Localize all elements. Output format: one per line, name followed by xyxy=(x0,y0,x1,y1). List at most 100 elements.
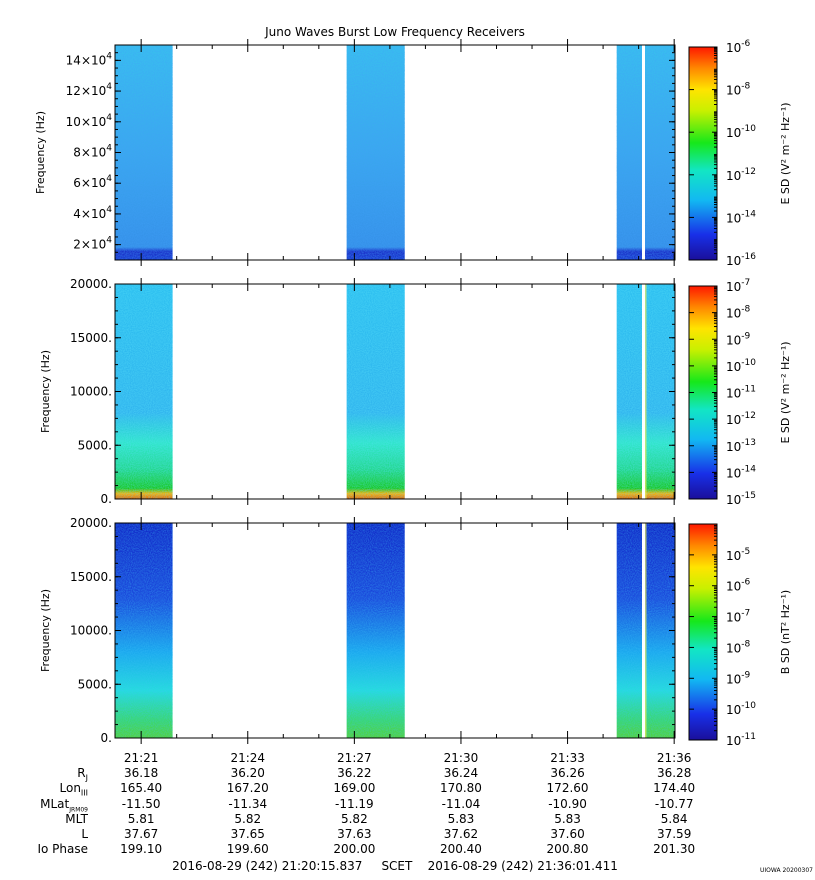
colorbar-tick-label: 10-6 xyxy=(726,39,751,55)
time-tick-label: 21:36 xyxy=(656,751,692,765)
colorbar-tick-label: 10-8 xyxy=(726,305,751,321)
y-tick-label: 0. xyxy=(101,492,112,506)
ephemeris-value: -11.04 xyxy=(441,797,481,811)
ephemeris-value: 200.00 xyxy=(333,842,376,856)
ephemeris-value: -11.50 xyxy=(121,797,161,811)
data-gap xyxy=(642,523,645,738)
y-tick-label: 14×104 xyxy=(66,51,113,67)
ephemeris-value: 165.40 xyxy=(120,781,163,795)
ephemeris-value: 36.28 xyxy=(656,766,692,780)
y-axis-label: Frequency (Hz) xyxy=(34,111,47,194)
ephemeris-value: 36.22 xyxy=(337,766,372,780)
y-tick-label: 12×104 xyxy=(66,82,113,98)
ephemeris-value: -10.90 xyxy=(548,797,587,811)
ephemeris-value: 199.60 xyxy=(226,842,269,856)
ephemeris-label: L xyxy=(81,827,88,841)
time-tick-label: 21:21 xyxy=(123,751,159,765)
ephemeris-value: 36.26 xyxy=(550,766,585,780)
ephemeris-value: 37.59 xyxy=(656,827,692,841)
scet-range: 2016-08-29 (242) 21:20:15.837 SCET 2016-… xyxy=(115,859,675,873)
ephemeris-value: 37.60 xyxy=(550,827,585,841)
colorbar-tick-label: 10-8 xyxy=(726,82,751,98)
colorbar-tick-label: 10-14 xyxy=(726,464,756,480)
y-axis-label: Frequency (Hz) xyxy=(39,589,52,672)
colorbar-label: E SD (V² m⁻² Hz⁻¹) xyxy=(779,102,792,204)
ephemeris-value: 37.67 xyxy=(123,827,159,841)
spectrogram-panel-1: 2×104 4×104 6×104 8×104 10×104 12×104 14×104 Fr… xyxy=(34,39,792,268)
colorbar-tick-label: 10-7 xyxy=(726,609,750,625)
ephemeris-value: 5.84 xyxy=(660,812,688,826)
y-tick-label: 8×104 xyxy=(73,144,112,160)
data-gap xyxy=(642,45,645,260)
colorbar-tick-label: 10-7 xyxy=(726,278,750,294)
ephemeris-value: 200.40 xyxy=(439,842,482,856)
colorbar-frame xyxy=(688,523,718,741)
y-tick-label: 15000. xyxy=(70,570,112,584)
colorbar-tick-label: 10-14 xyxy=(726,209,756,225)
colorbar xyxy=(689,524,717,740)
colorbar-label: E SD (V² m⁻² Hz⁻¹) xyxy=(779,341,792,443)
ephemeris-value: -11.19 xyxy=(335,797,374,811)
ephemeris-value: 172.60 xyxy=(546,781,589,795)
time-tick-label: 21:24 xyxy=(230,751,266,765)
colorbar-tick-label: 10-9 xyxy=(726,670,751,686)
y-tick-label: 20000. xyxy=(70,516,112,530)
colorbar-tick-label: 10-8 xyxy=(726,639,751,655)
ephemeris-value: 5.82 xyxy=(340,812,368,826)
colorbar-tick-label: 10-13 xyxy=(726,438,756,454)
y-axis-label: Frequency (Hz) xyxy=(39,350,52,433)
colorbar-tick-label: 10-11 xyxy=(726,385,756,401)
colorbar xyxy=(689,47,717,260)
ephemeris-value: 169.00 xyxy=(333,781,376,795)
ephemeris-value: -10.77 xyxy=(654,797,694,811)
y-tick-label: 10000. xyxy=(70,624,112,638)
y-tick-label: 5000. xyxy=(78,677,112,691)
ephemeris-value: 167.20 xyxy=(226,781,269,795)
time-tick-label: 21:30 xyxy=(443,751,479,765)
time-tick-label: 21:33 xyxy=(550,751,585,765)
data-block-noise-1 xyxy=(114,284,173,499)
colorbar-label: B SD (nT² Hz⁻¹) xyxy=(779,590,792,674)
colorbar-tick-label: 10-16 xyxy=(726,252,756,268)
data-block-noise-2 xyxy=(346,523,405,738)
ephemeris-value: 199.10 xyxy=(120,842,163,856)
spike-line xyxy=(645,523,647,738)
ephemeris-value: 37.62 xyxy=(443,827,479,841)
data-block-noise-1 xyxy=(114,45,173,260)
colorbar-tick-label: 10-6 xyxy=(726,578,751,594)
spectrogram-panel-3: 0. 5000. 10000. 15000. 20000. Frequency (Hz) 1… xyxy=(39,516,792,748)
ephemeris-value: 5.83 xyxy=(447,812,475,826)
ephemeris-label: RJ xyxy=(77,766,88,783)
ephemeris-value: 36.20 xyxy=(230,766,265,780)
chart-title: Juno Waves Burst Low Frequency Receivers xyxy=(265,25,525,39)
data-gap xyxy=(642,284,645,499)
data-block-noise-2 xyxy=(346,284,405,499)
scet-start: 2016-08-29 (242) 21:20:15.837 xyxy=(172,859,363,873)
ephemeris-value: 37.63 xyxy=(337,827,372,841)
y-tick-label: 20000. xyxy=(70,277,112,291)
ephemeris-value: 5.82 xyxy=(234,812,262,826)
colorbar-tick-label: 10-10 xyxy=(726,124,756,140)
scet-label: SCET xyxy=(381,859,413,873)
colorbar-tick-label: 10-12 xyxy=(726,411,756,427)
data-block-noise-1 xyxy=(114,523,173,738)
ephemeris-label: MLatJRM09 xyxy=(40,797,88,814)
ephemeris-label: Io Phase xyxy=(37,842,88,856)
colorbar-frame xyxy=(688,46,718,261)
scet-end: 2016-08-29 (242) 21:36:01.411 xyxy=(427,859,618,873)
data-block-noise-2 xyxy=(346,45,405,260)
colorbar-tick-label: 10-5 xyxy=(726,547,750,563)
ephemeris-value: 174.40 xyxy=(653,781,696,795)
y-tick-label: 6×104 xyxy=(73,174,112,190)
y-tick-label: 2×104 xyxy=(73,236,112,252)
ephemeris-value: 37.65 xyxy=(230,827,265,841)
ephemeris-value: 5.83 xyxy=(554,812,581,826)
spike-line xyxy=(645,284,647,499)
ephemeris-value: 200.80 xyxy=(546,842,589,856)
y-tick-label: 4×104 xyxy=(73,205,112,221)
colorbar-tick-label: 10-15 xyxy=(726,491,756,507)
y-tick-label: 10000. xyxy=(70,385,112,399)
colorbar-tick-label: 10-11 xyxy=(726,732,756,748)
y-tick-label: 5000. xyxy=(78,438,112,452)
